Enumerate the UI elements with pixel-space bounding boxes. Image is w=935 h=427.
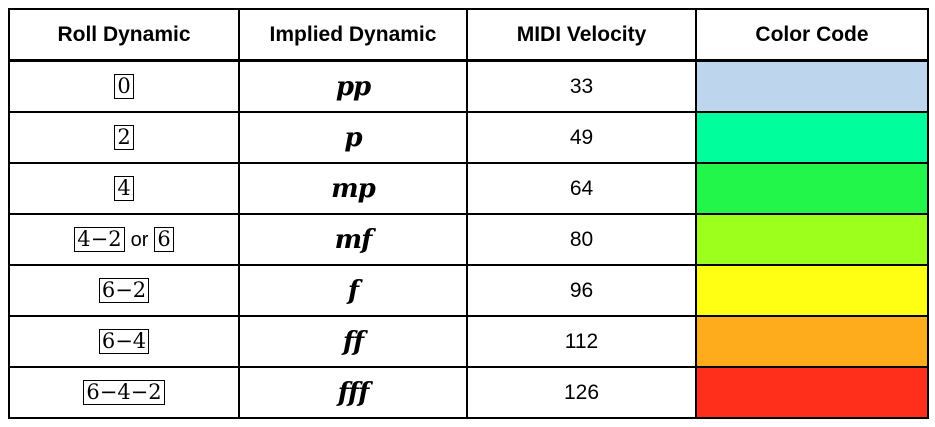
- roll-dynamic-cell: 6−2: [8, 264, 240, 317]
- implied-dynamic-mark: p: [344, 122, 362, 153]
- midi-velocity-cell: 49: [466, 111, 697, 164]
- roll-dynamic-box: 4: [114, 176, 134, 201]
- implied-dynamic-cell: fff: [238, 366, 468, 419]
- header-roll-dynamic: Roll Dynamic: [8, 8, 240, 62]
- implied-dynamic-cell: mp: [238, 162, 468, 215]
- midi-velocity-cell: 33: [466, 59, 697, 113]
- midi-velocity-value: 126: [563, 380, 600, 404]
- table-row: 6−4 ff 112: [8, 315, 929, 368]
- midi-velocity-value: 112: [564, 329, 599, 353]
- header-row: Roll Dynamic Implied Dynamic MIDI Veloci…: [8, 8, 929, 62]
- color-code-cell: [695, 59, 929, 113]
- roll-dynamic-box-alt: 6: [154, 227, 174, 252]
- implied-dynamic-mark: fff: [337, 377, 370, 408]
- roll-dynamic-box: 6−4−2: [83, 380, 165, 405]
- roll-dynamic-box: 0: [114, 74, 134, 99]
- midi-velocity-cell: 80: [466, 213, 697, 266]
- implied-dynamic-mark: f: [347, 275, 359, 306]
- roll-dynamic-box: 6−2: [98, 278, 150, 303]
- table-row: 4 mp 64: [8, 162, 929, 215]
- implied-dynamic-cell: ff: [238, 315, 468, 368]
- color-code-cell: [695, 264, 929, 317]
- dynamics-table: Roll Dynamic Implied Dynamic MIDI Veloci…: [8, 8, 929, 419]
- implied-dynamic-cell: mf: [238, 213, 468, 266]
- table-row: 4−2 or 6 mf 80: [8, 213, 929, 266]
- color-code-cell: [695, 213, 929, 266]
- roll-dynamic-cell: 2: [8, 111, 240, 164]
- color-code-cell: [695, 162, 929, 215]
- color-code-cell: [695, 111, 929, 164]
- header-color-code: Color Code: [695, 8, 929, 62]
- header-implied-dynamic: Implied Dynamic: [238, 8, 468, 62]
- table-row: 6−4−2 fff 126: [8, 366, 929, 419]
- table-row: 2 p 49: [8, 111, 929, 164]
- or-text: or: [130, 229, 149, 251]
- implied-dynamic-mark: pp: [335, 71, 371, 102]
- midi-velocity-cell: 126: [466, 366, 697, 419]
- midi-velocity-value: 64: [569, 176, 594, 200]
- roll-dynamic-cell: 6−4−2: [8, 366, 240, 419]
- roll-dynamic-cell: 4: [8, 162, 240, 215]
- table-row: 0 pp 33: [8, 59, 929, 113]
- midi-velocity-value: 49: [569, 125, 594, 149]
- roll-dynamic-box: 4−2: [74, 227, 125, 252]
- midi-velocity-value: 96: [569, 278, 594, 302]
- implied-dynamic-cell: pp: [238, 59, 468, 113]
- implied-dynamic-cell: f: [238, 264, 468, 317]
- midi-velocity-cell: 96: [466, 264, 697, 317]
- implied-dynamic-mark: ff: [342, 326, 364, 357]
- roll-dynamic-box: 2: [114, 125, 134, 150]
- midi-velocity-cell: 112: [466, 315, 697, 368]
- midi-velocity-value: 80: [569, 227, 594, 251]
- header-midi-velocity: MIDI Velocity: [466, 8, 697, 62]
- midi-velocity-cell: 64: [466, 162, 697, 215]
- roll-dynamic-cell: 4−2 or 6: [8, 213, 240, 266]
- implied-dynamic-mark: mp: [331, 173, 376, 204]
- table-row: 6−2 f 96: [8, 264, 929, 317]
- implied-dynamic-mark: mf: [334, 224, 373, 255]
- color-code-cell: [695, 366, 929, 419]
- midi-velocity-value: 33: [569, 74, 594, 98]
- roll-dynamic-cell: 6−4: [8, 315, 240, 368]
- roll-dynamic-cell: 0: [8, 59, 240, 113]
- color-code-cell: [695, 315, 929, 368]
- roll-dynamic-box: 6−4: [98, 329, 150, 354]
- implied-dynamic-cell: p: [238, 111, 468, 164]
